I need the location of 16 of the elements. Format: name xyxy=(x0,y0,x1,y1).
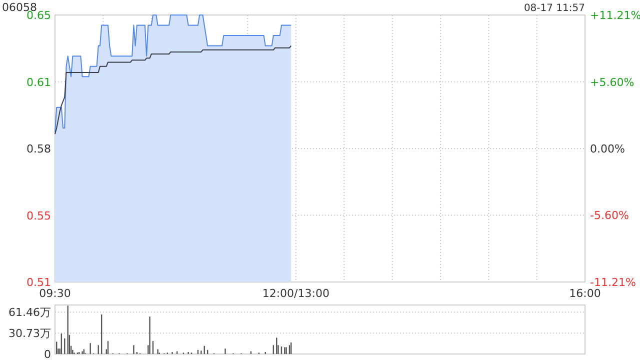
ytick: 0.55 xyxy=(26,209,51,222)
y2tick: -5.60% xyxy=(590,209,629,222)
ytick: 0 xyxy=(44,348,51,360)
ytick: 30.73万 xyxy=(8,327,51,340)
y2tick: -11.21% xyxy=(590,276,636,289)
ytick: 61.46万 xyxy=(8,306,51,320)
line-series xyxy=(54,45,292,135)
xtick: 12:00/13:00 xyxy=(262,287,330,300)
ytick: 0.61 xyxy=(26,76,51,89)
xtick: 09:30 xyxy=(39,287,71,300)
ytick: 0.58 xyxy=(26,142,51,156)
y2tick: +5.60% xyxy=(590,76,634,89)
y2tick: 0.00% xyxy=(590,142,625,156)
ytick: 0.51 xyxy=(26,276,51,289)
annotation: 08-17 11:57 xyxy=(524,3,585,14)
xtick: 16:00 xyxy=(569,287,601,300)
